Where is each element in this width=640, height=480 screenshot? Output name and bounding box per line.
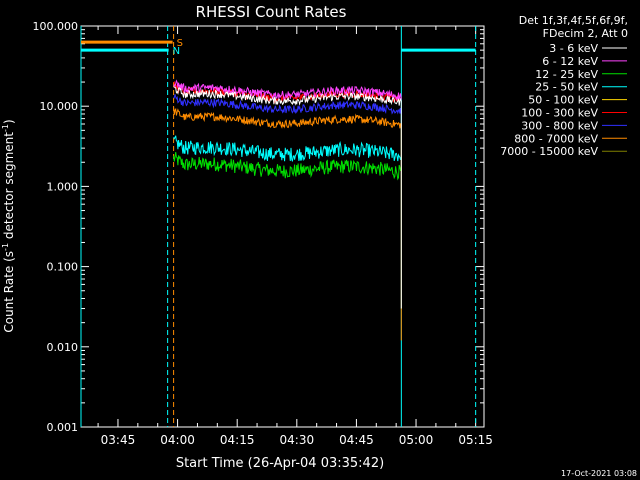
legend: Det 1f,3f,4f,5f,6f,9f, FDecim 2, Att 0 3…: [500, 14, 628, 158]
legend-entry-label: 800 - 7000 keV: [514, 132, 598, 145]
attenuator-label: S: [177, 38, 183, 49]
y-tick-label: 1.000: [47, 180, 79, 193]
attenuator-label: N: [173, 46, 180, 57]
legend-entry-label: 25 - 50 keV: [535, 81, 598, 94]
legend-header-line-2: FDecim 2, Att 0: [543, 27, 628, 40]
plot-frame: [80, 25, 485, 428]
y-tick-label: 100.000: [33, 20, 79, 33]
x-tick-label: 03:45: [101, 433, 136, 447]
y-tick-labels: 100.000 10.000 1.000 0.100 0.010 0.001: [33, 20, 79, 434]
series-line: [173, 152, 402, 181]
legend-entry-label: 12 - 25 keV: [535, 68, 598, 81]
x-tick-label: 05:15: [458, 433, 493, 447]
y-axis-label: Count Rate (s-1 detector segment-1): [1, 119, 16, 332]
legend-entry-label: 6 - 12 keV: [542, 55, 598, 68]
x-tick-label: 05:00: [399, 433, 434, 447]
series-line: [173, 107, 402, 341]
series-line: [173, 86, 402, 309]
attenuator-markers: SN: [81, 38, 476, 57]
series-line: [173, 135, 402, 162]
x-tick-label: 04:30: [280, 433, 315, 447]
series-lines: [173, 79, 402, 341]
footer-date: 17-Oct-2021 03:08: [561, 469, 637, 478]
series-line: [173, 94, 402, 115]
x-tick-label: 04:15: [220, 433, 255, 447]
chart-title: RHESSI Count Rates: [196, 3, 347, 21]
x-tick-labels: 03:45 04:00 04:15 04:30 04:45 05:00 05:15: [101, 433, 493, 447]
x-axis-label: Start Time (26-Apr-04 03:35:42): [176, 456, 384, 471]
legend-header-line-1: Det 1f,3f,4f,5f,6f,9f,: [519, 14, 628, 27]
legend-entry-label: 3 - 6 keV: [549, 42, 598, 55]
x-tick-label: 04:45: [339, 433, 374, 447]
x-tick-label: 04:00: [160, 433, 195, 447]
y-tick-label: 0.010: [47, 341, 79, 354]
y-tick-label: 10.000: [40, 100, 79, 113]
legend-entry-label: 7000 - 15000 keV: [500, 145, 598, 158]
legend-entry-label: 300 - 800 keV: [521, 119, 598, 132]
y-tick-label: 0.001: [47, 421, 79, 434]
axis-ticks: [81, 25, 484, 428]
series-line: [173, 79, 402, 101]
legend-entry-label: 100 - 300 keV: [521, 107, 598, 120]
y-tick-label: 0.100: [47, 261, 79, 274]
legend-entry-label: 50 - 100 keV: [528, 94, 598, 107]
marker-lines: [80, 26, 477, 427]
plot-area: SN: [80, 25, 485, 428]
